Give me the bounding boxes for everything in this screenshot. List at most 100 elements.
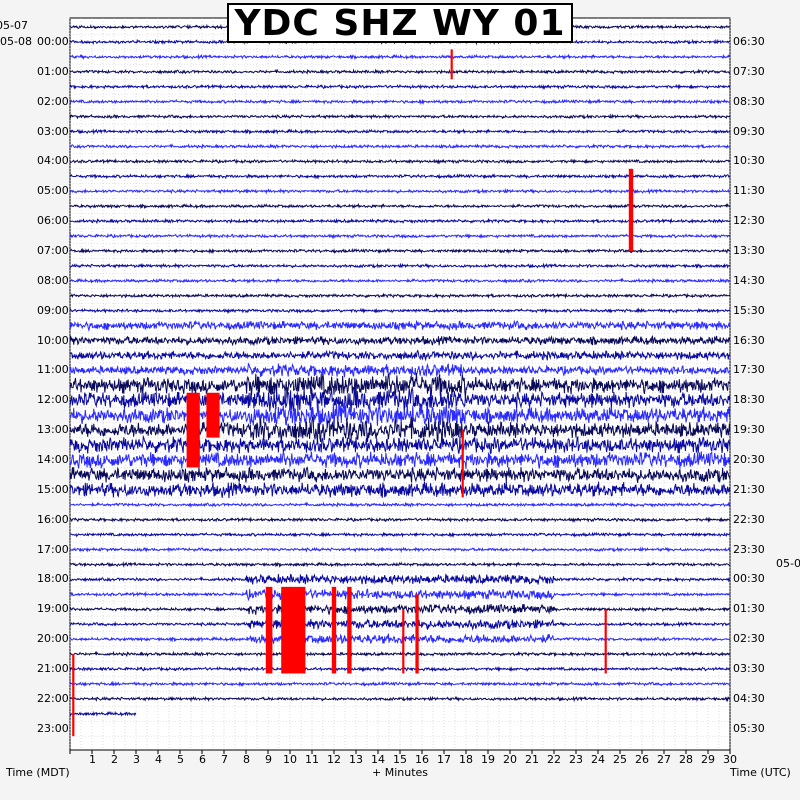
seismic-trace xyxy=(69,217,731,225)
x-tick-label: 6 xyxy=(199,753,206,766)
seismic-trace xyxy=(69,695,731,703)
left-time-label: 19:00 xyxy=(37,602,69,616)
left-time-label: 03:00 xyxy=(37,124,69,138)
left-time-label: 02:00 xyxy=(37,94,69,108)
clipped-segments xyxy=(72,49,634,737)
left-time-label: 09:00 xyxy=(37,303,69,317)
x-tick-label: 25 xyxy=(613,753,627,766)
seismic-trace xyxy=(70,277,731,284)
x-tick-label: 1 xyxy=(89,753,96,766)
seismic-trace xyxy=(69,202,730,210)
seismic-trace xyxy=(69,516,731,523)
x-tick-label: 23 xyxy=(569,753,583,766)
left-time-label: 07:00 xyxy=(37,244,69,258)
seismic-trace xyxy=(69,128,731,135)
seismic-trace xyxy=(69,434,731,455)
seismic-trace xyxy=(69,386,731,413)
x-tick-label: 19 xyxy=(481,753,495,766)
seismic-trace xyxy=(70,618,731,631)
seismic-traces xyxy=(69,23,731,717)
clipped-segment xyxy=(72,654,75,737)
clipped-segment xyxy=(206,392,220,438)
left-time-label: 00:00 xyxy=(37,35,69,48)
left-axis-label: Time (MDT) xyxy=(6,766,70,779)
seismic-trace xyxy=(69,680,731,688)
left-time-label: 05:00 xyxy=(37,184,69,198)
x-tick-label: 11 xyxy=(305,753,319,766)
left-time-label: 22:00 xyxy=(37,691,69,705)
x-tick-label: 10 xyxy=(283,753,297,766)
x-tick-label: 7 xyxy=(221,753,228,766)
clipped-segment xyxy=(281,586,306,674)
right-time-label: 19:30 xyxy=(733,423,765,437)
x-tick-label: 3 xyxy=(133,753,140,766)
x-tick-label: 18 xyxy=(459,753,473,766)
seismic-trace xyxy=(69,561,731,568)
seismic-trace xyxy=(69,372,731,399)
seismic-trace xyxy=(69,531,731,538)
right-date-label: 05-0 xyxy=(776,557,800,570)
x-tick-label: 9 xyxy=(265,753,272,766)
seismic-trace xyxy=(69,262,731,270)
x-tick-label: 21 xyxy=(525,753,539,766)
x-tick-label: 14 xyxy=(371,753,385,766)
left-time-label: 10:00 xyxy=(37,333,69,347)
seismic-trace xyxy=(69,53,731,61)
seismic-trace xyxy=(69,573,730,586)
left-time-label: 01:00 xyxy=(37,64,69,78)
right-time-label: 11:30 xyxy=(733,184,765,198)
seismic-trace xyxy=(69,98,731,106)
seismic-trace xyxy=(69,68,731,75)
right-time-label: 02:30 xyxy=(733,632,765,646)
seismic-trace xyxy=(69,466,731,484)
seismic-trace xyxy=(69,451,731,470)
right-time-label: 08:30 xyxy=(733,94,765,108)
left-time-label: 17:00 xyxy=(37,542,69,556)
chart-title: YDC SHZ WY 01 xyxy=(227,3,573,43)
clipped-segment xyxy=(186,392,200,468)
right-time-label: 09:30 xyxy=(733,124,765,138)
left-date-label-top: 05-07 xyxy=(0,19,28,32)
seismic-trace xyxy=(69,402,731,429)
x-tick-label: 5 xyxy=(177,753,184,766)
clipped-segment xyxy=(331,586,337,674)
clipped-segment xyxy=(628,168,634,251)
left-time-label: 21:00 xyxy=(37,662,69,676)
right-time-label: 03:30 xyxy=(733,662,765,676)
left-time-label: 08:00 xyxy=(37,273,69,287)
x-tick-label: 13 xyxy=(349,753,363,766)
right-time-label: 10:30 xyxy=(733,154,765,168)
seismic-trace xyxy=(69,481,731,499)
x-tick-label: 20 xyxy=(503,753,517,766)
clipped-segment xyxy=(402,609,405,674)
right-time-label: 04:30 xyxy=(733,691,765,705)
left-date-label: 05-08 xyxy=(0,35,32,48)
right-axis-label: Time (UTC) xyxy=(730,766,791,779)
seismic-trace xyxy=(69,587,731,602)
seismic-trace xyxy=(69,247,731,255)
seismic-trace xyxy=(69,157,731,165)
seismic-trace xyxy=(69,349,731,362)
seismic-trace xyxy=(69,113,731,120)
seismic-trace xyxy=(69,666,730,673)
x-tick-label: 26 xyxy=(635,753,649,766)
seismic-trace xyxy=(69,416,731,444)
right-time-label: 13:30 xyxy=(733,244,765,258)
x-tick-label: 16 xyxy=(415,753,429,766)
left-time-label: 11:00 xyxy=(37,363,69,377)
right-time-label: 07:30 xyxy=(733,64,765,78)
clipped-segment xyxy=(461,430,464,498)
right-time-label: 23:30 xyxy=(733,542,765,556)
seismic-trace xyxy=(69,187,731,195)
x-tick-label: 24 xyxy=(591,753,605,766)
clipped-segment xyxy=(450,49,453,80)
right-time-label: 01:30 xyxy=(733,602,765,616)
right-time-label: 06:30 xyxy=(733,35,765,48)
seismic-trace xyxy=(69,546,731,553)
left-time-label: 23:00 xyxy=(37,721,69,735)
x-tick-label: 17 xyxy=(437,753,451,766)
left-time-label: 04:00 xyxy=(37,154,69,168)
x-axis-label: + Minutes xyxy=(372,766,429,779)
seismic-trace xyxy=(69,710,137,717)
